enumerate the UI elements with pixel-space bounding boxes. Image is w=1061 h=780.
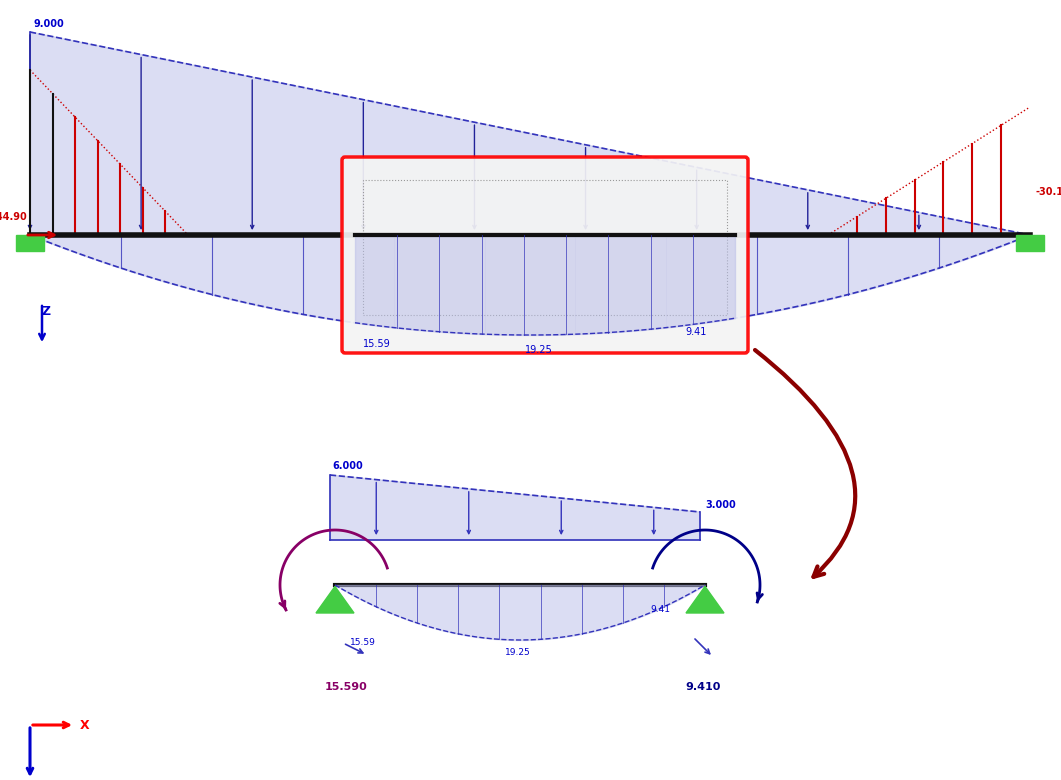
Text: 6.000: 6.000 bbox=[332, 461, 363, 471]
Polygon shape bbox=[316, 587, 354, 613]
Polygon shape bbox=[330, 475, 700, 540]
Text: 15.59: 15.59 bbox=[350, 638, 376, 647]
Text: 9.410: 9.410 bbox=[685, 682, 720, 692]
Text: 19.25: 19.25 bbox=[505, 648, 530, 657]
FancyBboxPatch shape bbox=[342, 157, 748, 353]
Text: Z: Z bbox=[42, 305, 51, 318]
Text: 9.41: 9.41 bbox=[650, 605, 669, 615]
Text: 15.590: 15.590 bbox=[325, 682, 368, 692]
Bar bbox=[1016, 235, 1044, 251]
Bar bbox=[363, 180, 727, 315]
FancyArrowPatch shape bbox=[755, 350, 855, 577]
Bar bbox=[16, 235, 44, 251]
Text: 19.25: 19.25 bbox=[525, 345, 553, 355]
Text: -30.10: -30.10 bbox=[1034, 187, 1061, 197]
Polygon shape bbox=[686, 587, 724, 613]
Text: 3.000: 3.000 bbox=[705, 500, 735, 510]
Text: -44.90: -44.90 bbox=[0, 212, 27, 222]
Polygon shape bbox=[30, 32, 1030, 235]
Text: X: X bbox=[80, 719, 89, 732]
Text: 9.41: 9.41 bbox=[685, 328, 707, 338]
Text: 9.000: 9.000 bbox=[33, 19, 64, 29]
Text: 15.59: 15.59 bbox=[363, 339, 390, 349]
